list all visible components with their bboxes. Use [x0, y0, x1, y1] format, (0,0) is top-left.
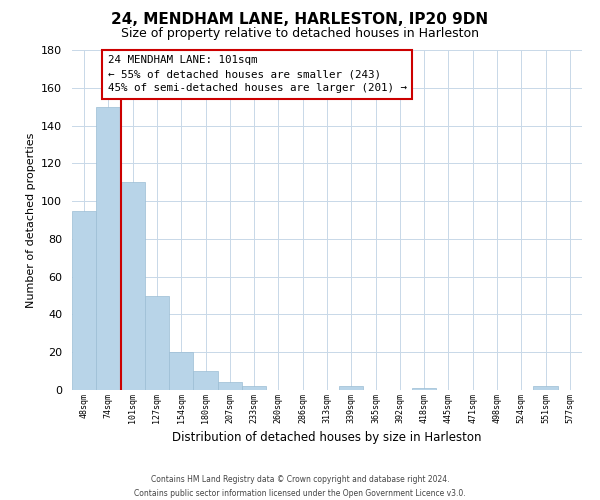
Text: 24, MENDHAM LANE, HARLESTON, IP20 9DN: 24, MENDHAM LANE, HARLESTON, IP20 9DN [112, 12, 488, 28]
Text: 24 MENDHAM LANE: 101sqm
← 55% of detached houses are smaller (243)
45% of semi-d: 24 MENDHAM LANE: 101sqm ← 55% of detache… [108, 55, 407, 93]
Y-axis label: Number of detached properties: Number of detached properties [26, 132, 35, 308]
Bar [96, 106, 121, 390]
Bar [145, 296, 169, 390]
Bar [412, 388, 436, 390]
Text: Contains HM Land Registry data © Crown copyright and database right 2024.
Contai: Contains HM Land Registry data © Crown c… [134, 476, 466, 498]
Text: Size of property relative to detached houses in Harleston: Size of property relative to detached ho… [121, 28, 479, 40]
Bar [339, 386, 364, 390]
Bar [121, 182, 145, 390]
Bar [193, 371, 218, 390]
Bar [533, 386, 558, 390]
Bar [169, 352, 193, 390]
X-axis label: Distribution of detached houses by size in Harleston: Distribution of detached houses by size … [172, 431, 482, 444]
Bar [218, 382, 242, 390]
Bar [242, 386, 266, 390]
Bar [72, 210, 96, 390]
